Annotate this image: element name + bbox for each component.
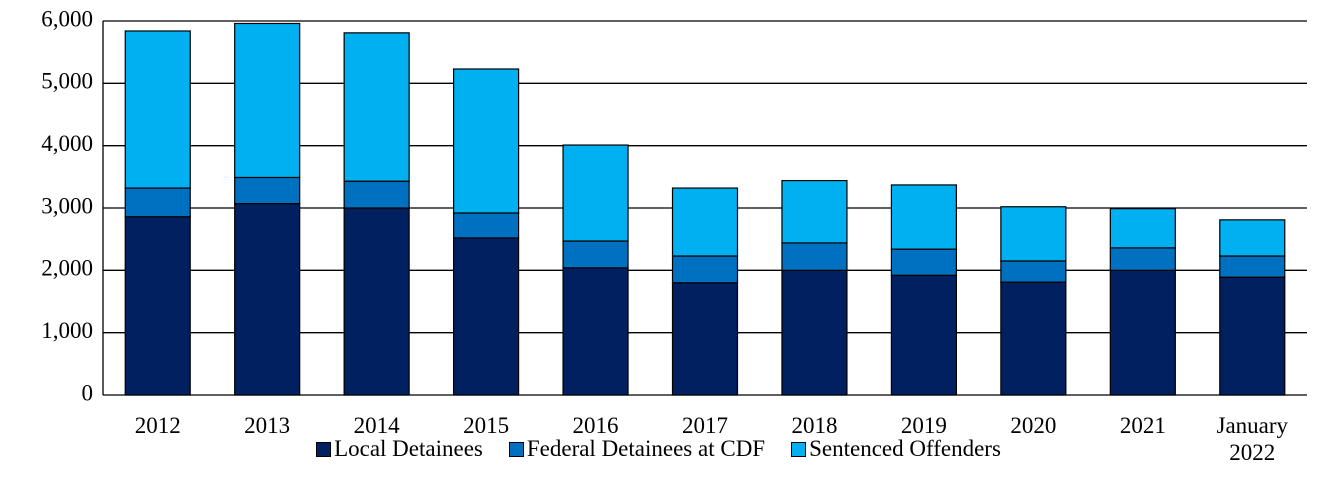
bar-segment (343, 180, 410, 209)
bar-segment (452, 237, 520, 396)
bar-segment (671, 282, 739, 396)
bar-segment (452, 212, 520, 239)
bar-segment (1219, 219, 1286, 257)
bar-segment (1000, 281, 1067, 396)
y-tick-label: 6,000 (41, 6, 93, 31)
bar-segment (1000, 260, 1067, 283)
x-tick-label: January 2022 (1216, 413, 1289, 465)
bar-segment (781, 242, 848, 271)
bar-segment (1109, 269, 1176, 396)
legend-item: Federal Detainees at CDF (508, 436, 766, 462)
bar-segment (562, 267, 629, 396)
legend-swatch (508, 441, 524, 457)
bar-segment (234, 176, 301, 205)
y-tick-label: 4,000 (41, 131, 93, 156)
bar-segment (562, 240, 629, 269)
y-tick-label: 3,000 (41, 193, 93, 218)
bar-segment (890, 248, 958, 276)
legend-item: Sentenced Offenders (791, 436, 1001, 462)
x-tick-label: 2020 (1010, 413, 1057, 438)
bar-segment (234, 22, 301, 179)
bar-segment (452, 68, 520, 214)
bar-segment (234, 203, 301, 396)
y-tick-label: 5,000 (41, 69, 93, 94)
x-tick-label: 2013 (244, 413, 291, 438)
legend-swatch (316, 441, 332, 457)
bar-segment (124, 30, 191, 189)
bar-segment (781, 269, 848, 396)
x-tick-label: 2018 (791, 413, 838, 438)
bar-segment (343, 32, 410, 182)
bar-segment (1219, 255, 1286, 278)
bar-segment (124, 216, 191, 396)
bar-segment (671, 255, 739, 284)
y-tick-label: 0 (82, 380, 94, 405)
legend-item: Local Detainees (316, 436, 483, 462)
legend-swatch (791, 441, 807, 457)
x-tick-label: 2015 (463, 413, 510, 438)
bar-segment (671, 187, 739, 257)
bar-segment (781, 179, 848, 244)
bar-segment (1000, 206, 1067, 262)
y-tick-label: 1,000 (41, 318, 93, 343)
bar-segment (890, 184, 958, 250)
x-tick-label: 2012 (134, 413, 181, 438)
legend-label: Sentenced Offenders (809, 436, 1001, 461)
x-tick-label: 2017 (682, 413, 728, 438)
x-tick-label: 2019 (900, 413, 947, 438)
x-tick-label: 2021 (1119, 413, 1166, 438)
legend: Local Detainees Federal Detainees at CDF S… (0, 436, 1317, 462)
bar-segment (1109, 208, 1176, 249)
bar-segment (343, 207, 410, 396)
bar-segment (124, 187, 191, 218)
bar-segment (562, 144, 629, 242)
x-tick-label: 2016 (572, 413, 619, 438)
legend-label: Local Detainees (334, 436, 483, 461)
bar-segment (890, 274, 958, 396)
legend-label: Federal Detainees at CDF (526, 436, 766, 461)
x-tick-label: 2014 (353, 413, 400, 438)
y-tick-label: 2,000 (41, 256, 93, 281)
bar-segment (1109, 247, 1176, 271)
bar-segment (1219, 276, 1286, 396)
